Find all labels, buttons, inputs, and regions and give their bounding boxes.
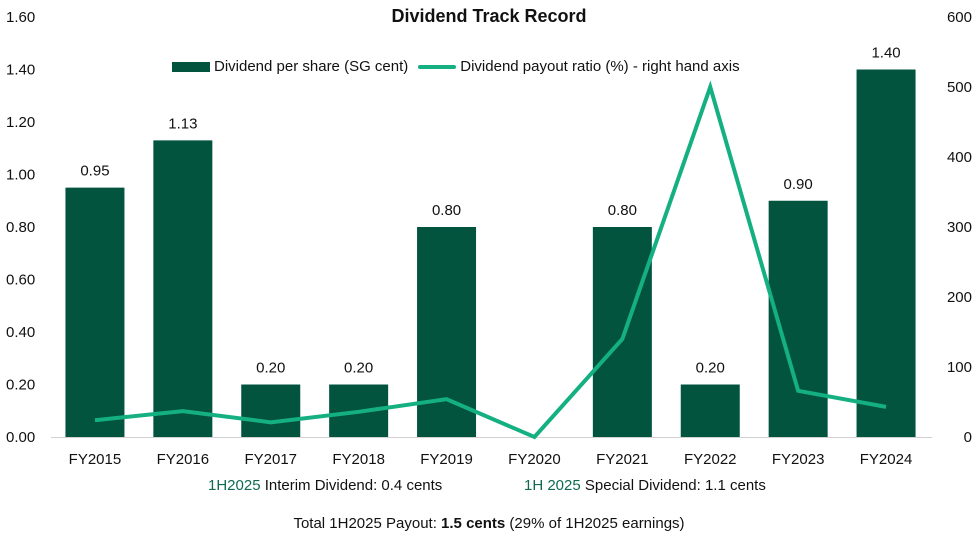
left-axis-tick: 1.00	[6, 167, 35, 184]
line-swatch-icon	[418, 64, 457, 69]
bar-fy2017	[241, 384, 301, 437]
bar-fy2015	[65, 187, 125, 437]
legend-label-line: Dividend payout ratio (%) - right hand a…	[460, 58, 740, 75]
bar-value-label: 1.13	[168, 115, 197, 132]
payout-ratio-line	[94, 80, 887, 440]
bar-fy2019	[417, 227, 477, 437]
total-suffix: (29% of 1H2025 earnings)	[505, 515, 685, 532]
total-payout-note: Total 1H2025 Payout: 1.5 cents (29% of 1…	[0, 515, 978, 532]
x-axis-label: FY2019	[420, 451, 473, 468]
right-axis-tick: 0	[964, 429, 972, 446]
left-axis-tick: 0.60	[6, 272, 35, 289]
bar-fy2022	[680, 384, 740, 437]
chart-legend: Dividend per share (SG cent) Dividend pa…	[172, 58, 750, 75]
legend-label-bar: Dividend per share (SG cent)	[214, 58, 409, 75]
x-axis-label: FY2021	[596, 451, 649, 468]
x-axis-label: FY2017	[244, 451, 297, 468]
left-axis-tick: 1.40	[6, 62, 35, 79]
left-axis-tick: 0.20	[6, 377, 35, 394]
x-axis-label: FY2016	[157, 451, 210, 468]
interim-dividend-note: 1H2025 Interim Dividend: 0.4 cents	[208, 477, 442, 494]
bar-value-label: 0.20	[256, 360, 285, 377]
bar-fy2016	[153, 140, 213, 437]
right-axis-tick: 100	[947, 359, 972, 376]
bar-value-label: 0.90	[784, 176, 813, 193]
legend-item-dividend-per-share: Dividend per share (SG cent)	[172, 58, 408, 75]
left-axis-tick: 0.40	[6, 324, 35, 341]
x-axis-label: FY2018	[332, 451, 385, 468]
special-dividend-note: 1H 2025 Special Dividend: 1.1 cents	[524, 477, 766, 494]
chart-title: Dividend Track Record	[391, 6, 587, 26]
right-axis-tick: 400	[947, 149, 972, 166]
x-axis-label: FY2024	[860, 451, 913, 468]
bar-value-label: 0.20	[344, 360, 373, 377]
left-axis-tick: 1.60	[6, 9, 35, 26]
x-axis-label: FY2020	[508, 451, 561, 468]
right-axis-tick: 200	[947, 289, 972, 306]
bar-swatch-icon	[172, 61, 210, 72]
interim-highlight: 1H2025	[208, 477, 261, 494]
x-axis-label: FY2023	[772, 451, 825, 468]
total-amount: 1.5 cents	[441, 515, 506, 532]
bar-fy2021	[592, 227, 652, 437]
bar-value-label: 0.80	[608, 202, 637, 219]
interim-text: Interim Dividend: 0.4 cents	[260, 477, 443, 494]
bar-value-label: 1.40	[871, 45, 900, 62]
left-axis-tick: 1.20	[6, 114, 35, 131]
right-axis-tick: 300	[947, 219, 972, 236]
left-axis-tick: 0.80	[6, 219, 35, 236]
x-axis-label: FY2015	[69, 451, 122, 468]
bar-value-label: 0.20	[696, 360, 725, 377]
total-prefix: Total 1H2025 Payout:	[293, 515, 442, 532]
special-text: Special Dividend: 1.1 cents	[580, 477, 766, 494]
right-axis-tick: 600	[947, 9, 972, 26]
left-axis-tick: 0.00	[6, 429, 35, 446]
right-axis-tick: 500	[947, 79, 972, 96]
x-axis-label: FY2022	[684, 451, 737, 468]
bar-fy2024	[856, 69, 916, 437]
bar-value-label: 0.80	[432, 202, 461, 219]
legend-item-payout-ratio: Dividend payout ratio (%) - right hand a…	[418, 58, 740, 75]
special-highlight: 1H 2025	[524, 477, 581, 494]
bar-value-label: 0.95	[80, 163, 109, 180]
